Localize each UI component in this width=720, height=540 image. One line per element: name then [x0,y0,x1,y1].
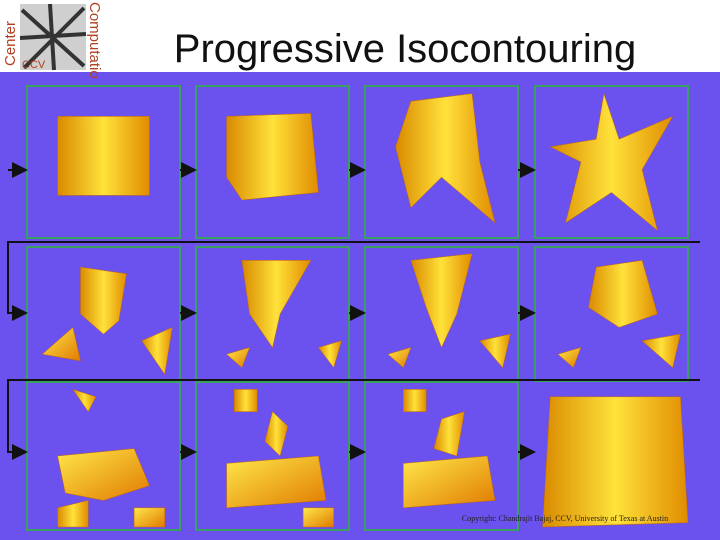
isosurface [234,389,258,412]
isosurface [226,347,251,369]
logo: Center Computatio CCV [2,2,103,79]
isosurface [226,113,319,201]
isosurface [57,500,89,528]
logo-badge: CCV [22,59,46,71]
isosurface [57,116,150,196]
isosurface [542,396,689,528]
isosurface [241,260,312,349]
isosurface [141,326,173,375]
panel-grid [26,85,689,531]
isosurface [410,253,473,349]
isosurface [403,455,496,509]
slide-title: Progressive Isocontouring [174,27,636,71]
isosurface [133,507,165,528]
isosurface [226,455,327,509]
isosurface [57,448,150,501]
isosurface [264,411,289,457]
panel [364,381,519,531]
isosurface [549,93,674,232]
isosurface [387,347,412,369]
isosurface [588,260,658,328]
isosurface [302,507,334,528]
isosurface [41,326,81,362]
isosurface [317,340,342,369]
logo-right-text: Computatio [86,2,103,79]
logo-left-text: Center [2,21,19,66]
isosurface [72,388,97,413]
logo-lines [19,3,87,71]
isosurface [403,389,427,412]
isosurface [80,266,127,335]
isosurface [641,333,681,369]
copyright: Copyright: Chandrajit Bajaj, CCV, Univer… [462,514,668,523]
isosurface [479,333,511,369]
isosurface [395,93,496,224]
flow-arrows [7,162,700,460]
isosurface [557,347,582,369]
isosurface [433,411,465,457]
